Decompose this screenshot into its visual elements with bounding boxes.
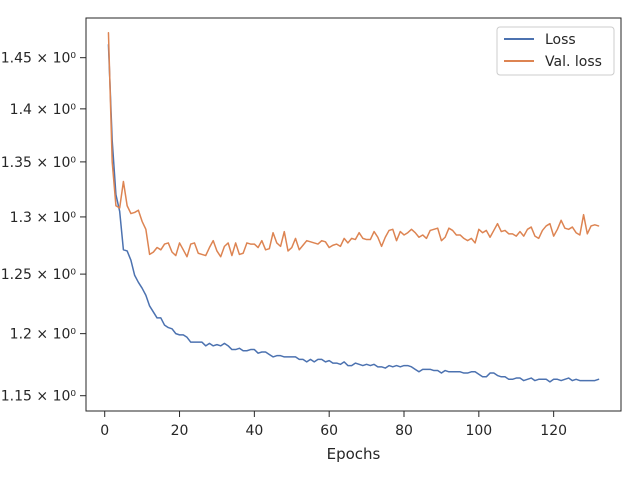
x-tick-label: 80 [395,423,413,439]
x-axis-label: Epochs [327,445,381,463]
legend-label-loss: Loss [545,32,576,48]
y-tick-label: 1.45 × 10⁰ [1,51,77,67]
y-tick-label: 1.35 × 10⁰ [1,155,77,171]
x-tick-label: 20 [171,423,189,439]
series-line-loss [107,43,600,383]
x-tick-label: 0 [100,423,109,439]
series-layer [107,32,600,383]
x-tick-label: 100 [465,423,492,439]
plot-frame [85,17,622,412]
series-line-val-loss [107,32,600,258]
x-tick-label: 40 [245,423,263,439]
y-tick-label: 1.25 × 10⁰ [1,267,77,283]
y-tick-label: 1.3 × 10⁰ [10,210,77,226]
x-tick-label: 120 [540,423,567,439]
y-tick-label: 1.4 × 10⁰ [10,102,77,118]
legend-label-val-loss: Val. loss [545,54,602,70]
x-tick-label: 60 [320,423,338,439]
y-tick-label: 1.15 × 10⁰ [1,389,77,405]
x-axis: 0 20 40 60 80 100 120 [100,411,567,439]
y-axis: 1.15 × 10⁰ 1.2 × 10⁰ 1.25 × 10⁰ 1.3 × 10⁰ 1.… [1,51,86,405]
y-tick-label: 1.2 × 10⁰ [10,327,77,343]
legend: Loss Val. loss [496,26,615,76]
